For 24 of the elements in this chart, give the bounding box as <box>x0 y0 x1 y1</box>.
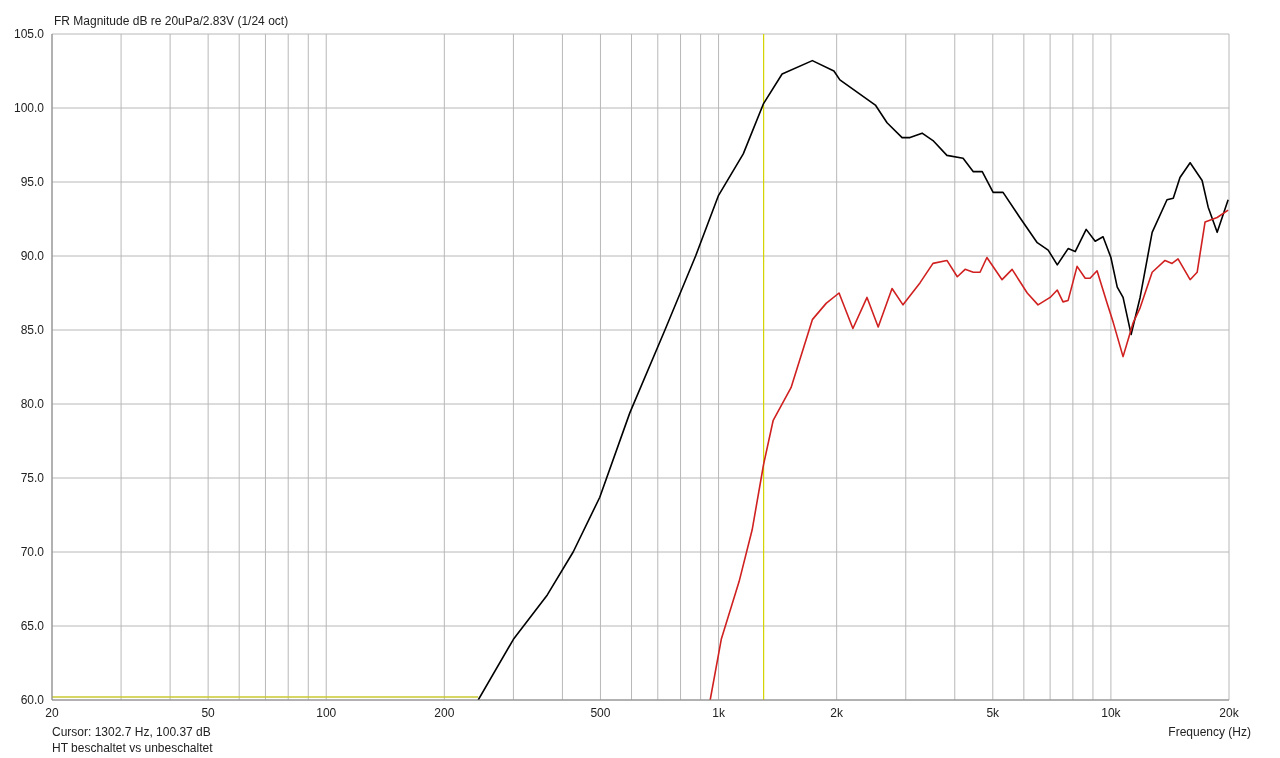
text: Cursor: 1302.7 Hz, 100.37 dB <box>52 725 211 739</box>
x-tick-label: 20 <box>45 705 59 720</box>
x-tick-label: 500 <box>590 705 611 720</box>
y-tick-label: 80.0 <box>20 397 45 412</box>
x-tick-label: 50 <box>201 705 216 720</box>
x-tick-label: 20k <box>1219 705 1240 720</box>
y-tick-label: 70.0 <box>20 545 45 560</box>
x-tick-label: 200 <box>434 705 455 720</box>
y-tick-label: 90.0 <box>20 249 45 264</box>
y-tick-label: 105.0 <box>13 27 45 42</box>
y-tick-label: 85.0 <box>20 323 45 338</box>
y-tick-label: 95.0 <box>20 175 45 190</box>
x-axis-title: Frequency (Hz) <box>1168 725 1251 739</box>
x-tick-label: 100 <box>316 705 337 720</box>
y-tick-label: 75.0 <box>20 471 45 486</box>
y-tick-label: 60.0 <box>20 693 45 708</box>
x-tick-label: 2k <box>830 705 844 720</box>
y-tick-label: 100.0 <box>13 101 45 116</box>
x-tick-label: 5k <box>986 705 1001 720</box>
text: HT beschaltet vs unbeschaltet <box>52 741 213 755</box>
chart-title: FR Magnitude dB re 20uPa/2.83V (1/24 oct) <box>54 14 289 28</box>
x-tick-label: 10k <box>1101 705 1122 720</box>
y-tick-label: 65.0 <box>20 619 45 634</box>
x-tick-label: 1k <box>712 705 726 720</box>
